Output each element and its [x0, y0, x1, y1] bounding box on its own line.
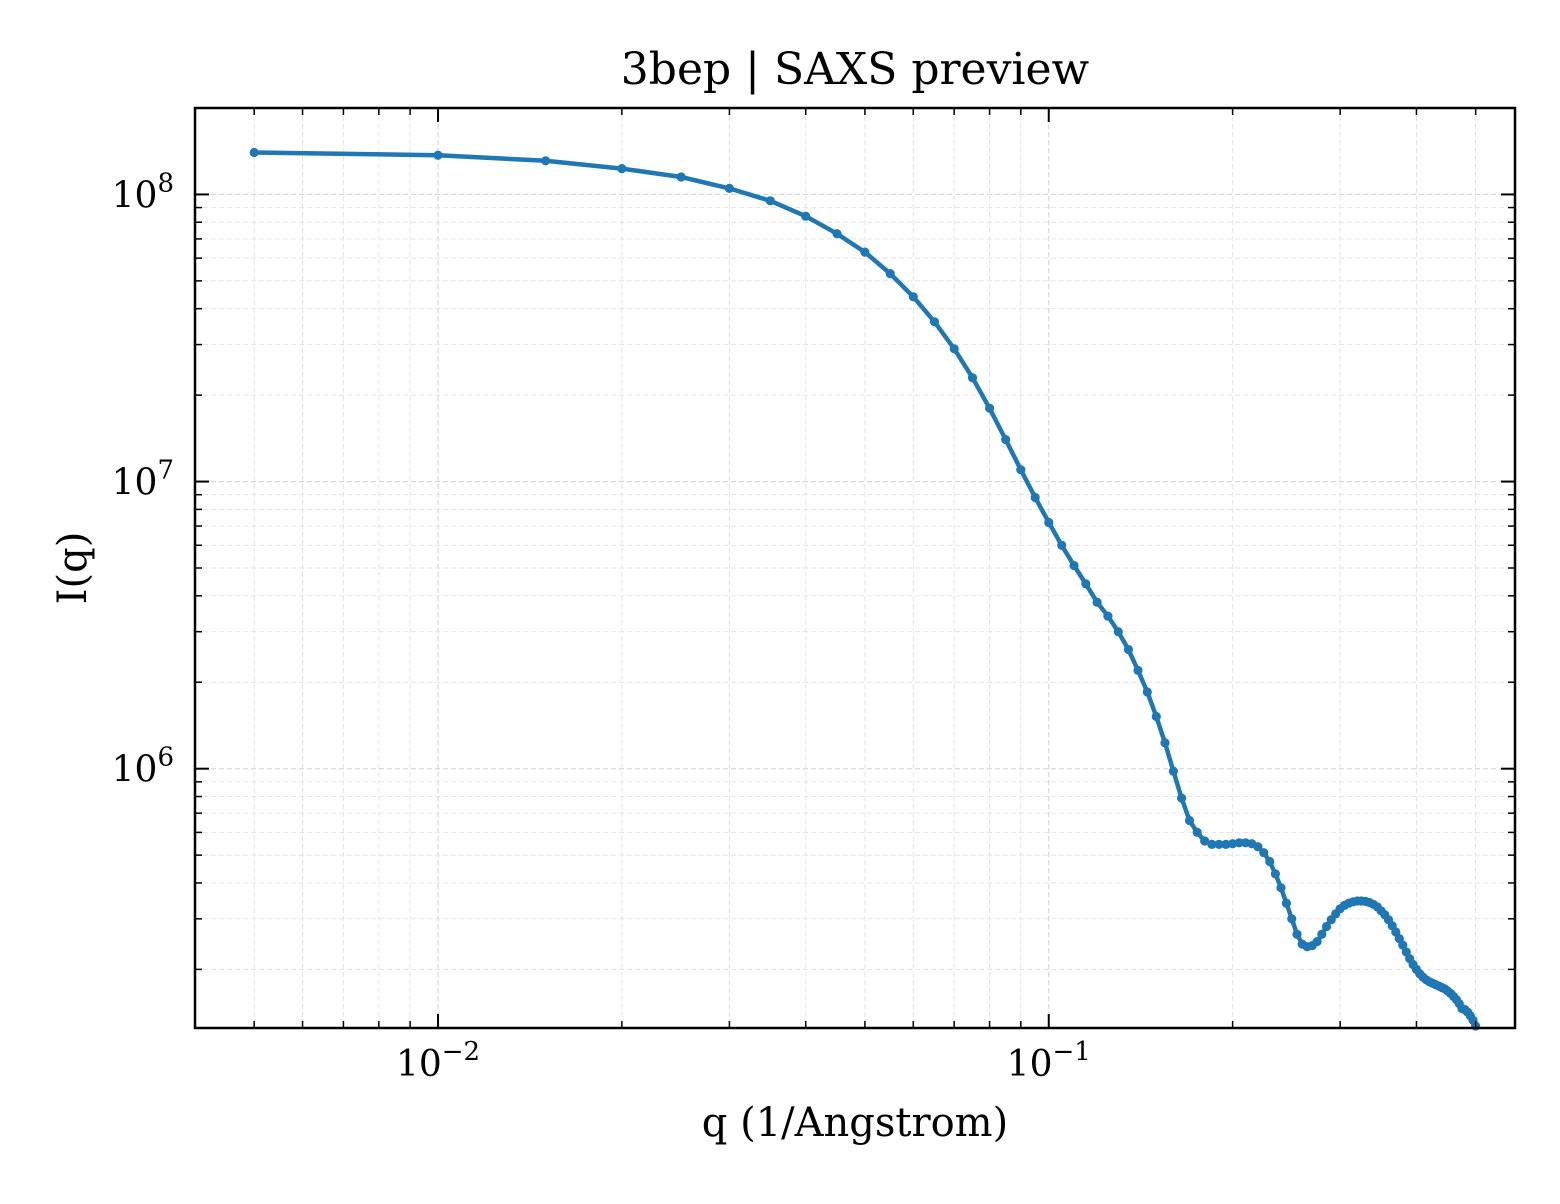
data-series — [249, 147, 1481, 1031]
data-point — [1281, 898, 1291, 908]
data-point — [860, 247, 870, 257]
y-tick-label: 108 — [112, 168, 174, 216]
x-axis-label: q (1/Angstrom) — [702, 1100, 1008, 1146]
data-point — [1133, 665, 1143, 676]
data-point — [1001, 435, 1011, 445]
data-point — [1160, 738, 1170, 748]
data-point — [908, 292, 918, 302]
data-point — [1398, 940, 1408, 950]
data-point — [929, 317, 940, 327]
y-tick-label: 106 — [112, 743, 174, 791]
data-point — [724, 183, 735, 193]
data-point — [1259, 848, 1269, 858]
data-point — [1184, 815, 1195, 826]
data-point — [1057, 540, 1067, 550]
data-point — [1207, 839, 1217, 850]
data-point — [1103, 611, 1113, 621]
y-axis-label: I(q) — [50, 532, 96, 605]
tick-labels: 10−2 10−1 106 107 108 — [112, 168, 1091, 1085]
y-tick-label: 107 — [112, 456, 174, 504]
data-point — [1276, 883, 1286, 893]
x-tick-label: 10−1 — [1007, 1037, 1091, 1085]
data-point — [676, 172, 686, 182]
data-point — [1312, 937, 1322, 947]
x-tick-label: 10−2 — [396, 1037, 480, 1085]
data-point — [1142, 687, 1152, 697]
data-point — [885, 269, 895, 279]
data-point — [1221, 839, 1231, 850]
data-point — [1069, 560, 1079, 571]
data-point — [967, 373, 978, 383]
data-point — [765, 196, 775, 206]
data-point — [1123, 644, 1133, 655]
data-point — [1287, 914, 1297, 924]
data-point — [1151, 711, 1161, 722]
data-point — [617, 164, 627, 174]
data-point — [1113, 627, 1123, 637]
data-point — [1016, 465, 1026, 475]
data-point — [1253, 842, 1263, 852]
data-point — [433, 150, 443, 160]
data-point — [1234, 838, 1244, 848]
data-point — [249, 147, 259, 158]
data-point — [801, 211, 811, 221]
data-point — [1265, 856, 1275, 867]
data-point — [1168, 766, 1178, 776]
data-point — [541, 156, 551, 166]
data-point — [1177, 793, 1187, 803]
grid — [194, 107, 1515, 1028]
chart-title: 3bep | SAXS preview — [621, 44, 1090, 95]
data-point — [1214, 839, 1224, 850]
axis-ticks — [194, 107, 1515, 1028]
data-point — [1292, 929, 1302, 939]
data-point — [832, 229, 842, 239]
data-point — [1270, 869, 1280, 879]
data-point — [1317, 929, 1327, 939]
data-point — [1092, 597, 1102, 607]
data-point — [1192, 827, 1202, 838]
data-point — [985, 403, 995, 413]
data-point — [1081, 579, 1091, 589]
data-point — [949, 344, 959, 354]
data-point — [1200, 836, 1210, 846]
data-point — [1030, 492, 1040, 503]
data-point — [1321, 921, 1332, 932]
data-point — [1044, 517, 1054, 528]
